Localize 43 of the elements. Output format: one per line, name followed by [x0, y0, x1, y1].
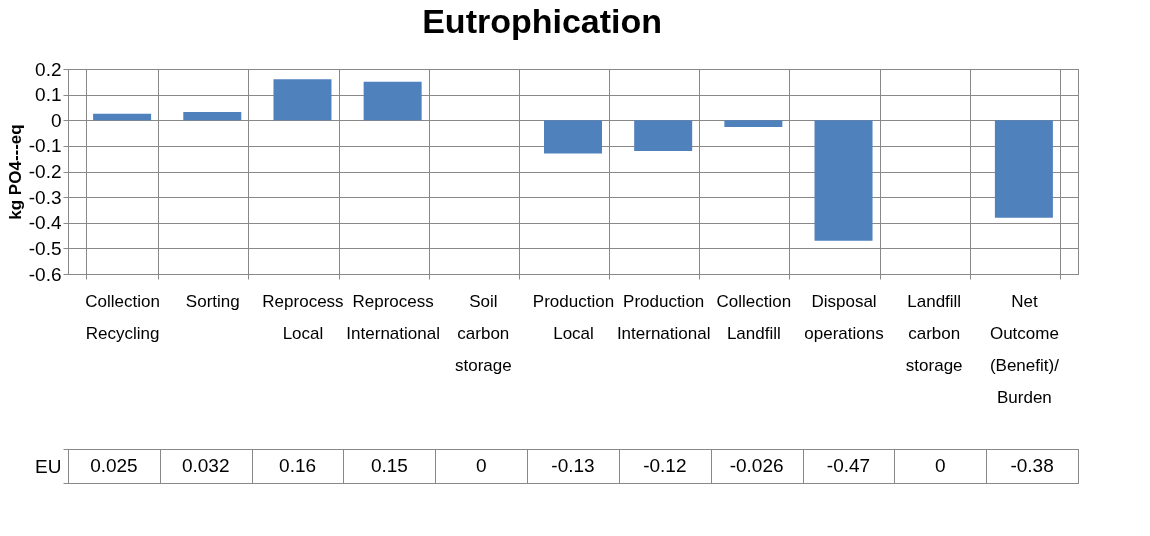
text: EU	[35, 455, 62, 477]
data-label: -0.47	[826, 455, 871, 476]
data-label: 0	[934, 455, 946, 476]
data-label: 0.032	[181, 455, 230, 476]
bar	[273, 79, 332, 121]
bar	[634, 120, 693, 151]
x-tick-label: Production International	[616, 291, 711, 343]
y-tick-label: 0.1	[35, 84, 62, 106]
bar	[183, 112, 242, 121]
bar	[724, 120, 783, 127]
x-tick-label: Collection Recycling	[85, 291, 160, 343]
x-tick-label: Net Outcome (Benefit)/ Burden	[989, 291, 1060, 407]
y-tick-label: -0.4	[28, 212, 62, 234]
data-label: -0.12	[643, 455, 687, 476]
x-tick-label: Landfill carbon storage	[905, 291, 963, 375]
y-tick-label: 0	[50, 109, 62, 131]
y-tick-label: -0.2	[28, 161, 62, 182]
bar	[363, 81, 422, 121]
x-tick-label: Reprocess Local	[262, 291, 344, 343]
y-tick-label: -0.1	[28, 135, 62, 157]
y-tick-label: -0.6	[28, 263, 62, 285]
bar	[814, 120, 873, 241]
y-tick-label: -0.5	[28, 237, 62, 259]
data-label: 0	[475, 455, 487, 476]
y-axis-title: kg PO4---eq	[5, 124, 25, 220]
data-label: 0.15	[370, 455, 408, 476]
data-label: -0.13	[551, 455, 595, 476]
x-tick-label: Reprocess International	[346, 291, 440, 343]
data-label: -0.026	[729, 455, 784, 476]
x-tick-label: Sorting	[185, 291, 240, 311]
bar	[544, 120, 602, 154]
x-tick-label: Soil carbon storage	[454, 291, 512, 375]
data-label: 0.16	[279, 455, 317, 476]
y-tick-label: 0.2	[35, 58, 62, 80]
data-label: -0.38	[1010, 455, 1054, 476]
data-label: 0.025	[90, 455, 138, 476]
x-tick-label: Collection Landfill	[716, 291, 792, 343]
chart-title: Eutrophication	[422, 1, 663, 40]
x-tick-label: Production Local	[532, 291, 615, 343]
y-tick-label: -0.3	[28, 186, 62, 208]
bar	[93, 113, 152, 121]
bar	[994, 120, 1053, 218]
x-tick-label: Disposal operations	[804, 291, 884, 343]
